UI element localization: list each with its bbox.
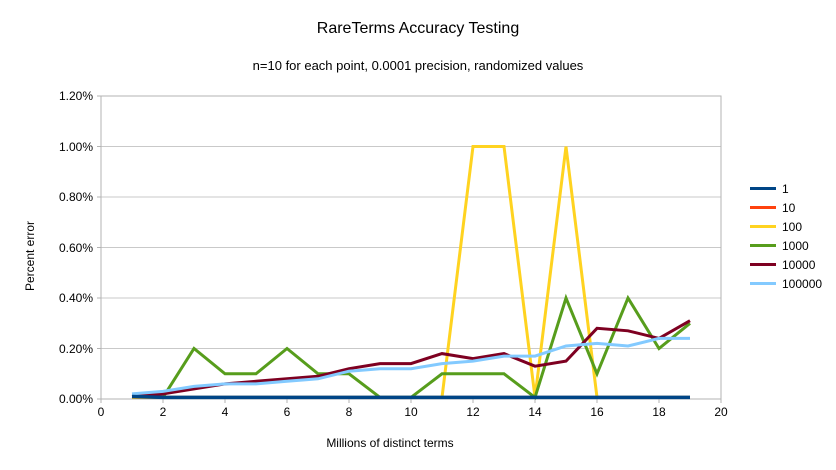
x-tick-label: 18	[652, 405, 666, 419]
series-line-100000	[131, 336, 690, 396]
legend-item-1000: 1000	[750, 236, 822, 255]
legend-item-100: 100	[750, 217, 822, 236]
legend-swatch-icon	[750, 225, 776, 228]
chart-subtitle: n=10 for each point, 0.0001 precision, r…	[252, 58, 584, 73]
legend-swatch-icon	[750, 244, 776, 247]
y-tick-label: 1.20%	[58, 89, 93, 103]
y-tick-label: 1.00%	[58, 139, 93, 154]
y-axis-title: Percent error	[23, 220, 37, 292]
x-tick-label: 8	[345, 405, 353, 419]
x-tick-label: 16	[590, 405, 604, 419]
x-tick-label: 6	[283, 405, 291, 419]
legend-swatch-icon	[750, 263, 776, 266]
legend-label: 100	[782, 219, 803, 234]
x-tick-label: 4	[221, 405, 229, 419]
legend-label: 1000	[782, 238, 809, 253]
legend-item-10: 10	[750, 198, 822, 217]
legend-label: 10000	[782, 257, 816, 272]
legend-item-10000: 10000	[750, 255, 822, 274]
x-axis-title: Millions of distinct terms	[326, 436, 454, 450]
x-tick-label: 2	[159, 405, 167, 419]
y-tick-label: 0.80%	[58, 190, 93, 204]
series-line-100	[132, 145, 690, 399]
y-tick-label: 0.20%	[58, 341, 93, 356]
y-tick-label: 0.40%	[58, 291, 93, 305]
legend-swatch-icon	[750, 187, 776, 190]
x-tick-label: 12	[466, 405, 480, 419]
x-tick-label: 0	[97, 405, 105, 419]
x-tick-label: 14	[528, 405, 542, 419]
legend-swatch-icon	[750, 206, 776, 209]
x-tick-label: 20	[714, 405, 728, 419]
legend-swatch-icon	[750, 282, 776, 285]
legend-item-100000: 100000	[750, 274, 822, 293]
legend-label: 10	[782, 200, 796, 215]
chart-title: RareTerms Accuracy Testing	[316, 20, 520, 37]
legend: 1 10 100 1000 10000 100000	[750, 179, 822, 293]
legend-item-1: 1	[750, 179, 822, 198]
x-tick-label: 10	[404, 405, 418, 419]
legend-label: 1	[782, 181, 789, 196]
legend-label: 100000	[782, 276, 823, 291]
y-tick-label: 0.60%	[58, 240, 93, 255]
series-line-1000	[131, 293, 691, 400]
series-line-1	[131, 394, 690, 400]
y-tick-label: 0.00%	[58, 392, 93, 406]
